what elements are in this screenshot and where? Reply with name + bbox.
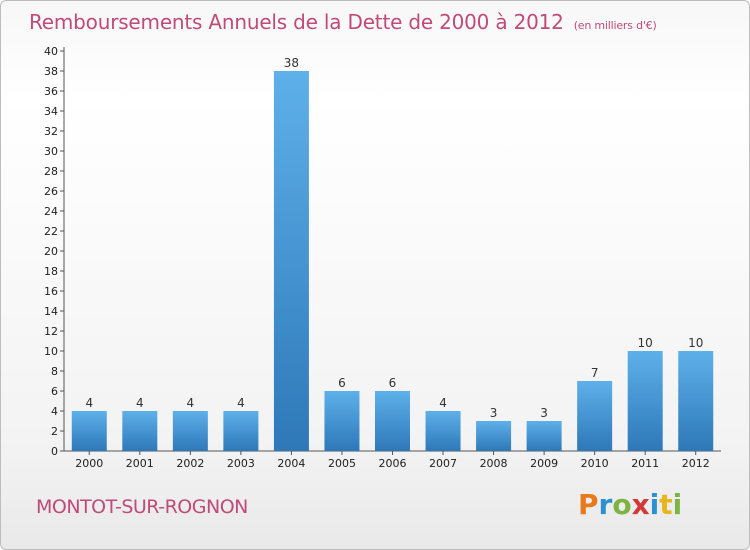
data-label-2012: 10	[688, 336, 703, 350]
y-tick-label: 6	[51, 385, 58, 398]
logo-letter: i	[649, 488, 660, 521]
logo-letter: t	[659, 488, 673, 521]
data-label-2010: 7	[591, 366, 599, 380]
x-tick-label-2012: 2012	[682, 457, 710, 470]
bar-2004	[273, 71, 309, 451]
data-label-2007: 4	[439, 396, 447, 410]
y-tick-label: 8	[51, 365, 58, 378]
y-tick-label: 32	[44, 125, 58, 138]
y-tick-label: 40	[44, 45, 58, 58]
x-tick-label-2005: 2005	[328, 457, 356, 470]
bar-2002	[172, 411, 208, 451]
x-tick-label-2008: 2008	[480, 457, 508, 470]
y-tick-label: 10	[44, 345, 58, 358]
data-label-2003: 4	[237, 396, 245, 410]
logo-letter: i	[672, 488, 683, 521]
logo-letter: r	[598, 488, 613, 521]
y-tick-label: 24	[44, 205, 58, 218]
bar-2007	[425, 411, 461, 451]
y-tick-label: 38	[44, 65, 58, 78]
data-label-2000: 4	[85, 396, 93, 410]
chart-title: Remboursements Annuels de la Dette de 20…	[29, 10, 657, 34]
bar-2006	[375, 391, 410, 451]
data-label-2001: 4	[136, 396, 144, 410]
x-tick-label-2007: 2007	[429, 457, 457, 470]
bar-2010	[577, 381, 613, 451]
x-tick-label-2002: 2002	[176, 457, 204, 470]
y-tick-label: 18	[44, 265, 58, 278]
y-tick-label: 22	[44, 225, 58, 238]
bar-2012	[678, 351, 714, 451]
data-label-2009: 3	[540, 406, 548, 420]
x-tick-label-2010: 2010	[581, 457, 609, 470]
data-label-2011: 10	[638, 336, 653, 350]
data-label-2008: 3	[490, 406, 498, 420]
logo-letter: o	[612, 488, 632, 521]
y-tick-label: 2	[51, 425, 58, 438]
bar-2001	[122, 411, 158, 451]
x-tick-label-2009: 2009	[530, 457, 558, 470]
x-tick-label-2003: 2003	[227, 457, 255, 470]
x-tick-label-2006: 2006	[379, 457, 407, 470]
x-tick-label-2004: 2004	[277, 457, 305, 470]
bar-2003	[223, 411, 259, 451]
y-tick-label: 34	[44, 105, 58, 118]
x-tick-label-2011: 2011	[631, 457, 659, 470]
commune-name: MONTOT-SUR-ROGNON	[36, 496, 248, 518]
data-label-2005: 6	[338, 376, 346, 390]
y-tick-label: 14	[44, 305, 58, 318]
y-tick-label: 28	[44, 165, 58, 178]
chart-subtitle: (en milliers d'€)	[573, 19, 657, 32]
y-tick-label: 0	[51, 445, 58, 458]
data-label-2004: 38	[284, 56, 299, 70]
y-tick-label: 4	[51, 405, 58, 418]
data-label-2002: 4	[187, 396, 195, 410]
y-tick-label: 20	[44, 245, 58, 258]
y-tick-label: 12	[44, 325, 58, 338]
bar-2005	[324, 391, 360, 451]
x-tick-label-2001: 2001	[126, 457, 154, 470]
y-tick-label: 26	[44, 185, 58, 198]
bar-2000	[71, 411, 107, 451]
y-tick-label: 36	[44, 85, 58, 98]
y-tick-label: 30	[44, 145, 58, 158]
logo-letter: P	[578, 488, 599, 521]
y-tick-label: 16	[44, 285, 58, 298]
bar-2011	[627, 351, 663, 451]
proxiti-logo[interactable]: Proxiti	[578, 488, 682, 521]
x-tick-label-2000: 2000	[75, 457, 103, 470]
bar-2008	[476, 421, 512, 451]
logo-letter: x	[631, 488, 650, 521]
data-label-2006: 6	[389, 376, 397, 390]
bar-2009	[526, 421, 562, 451]
chart-title-text: Remboursements Annuels de la Dette de 20…	[29, 10, 564, 34]
